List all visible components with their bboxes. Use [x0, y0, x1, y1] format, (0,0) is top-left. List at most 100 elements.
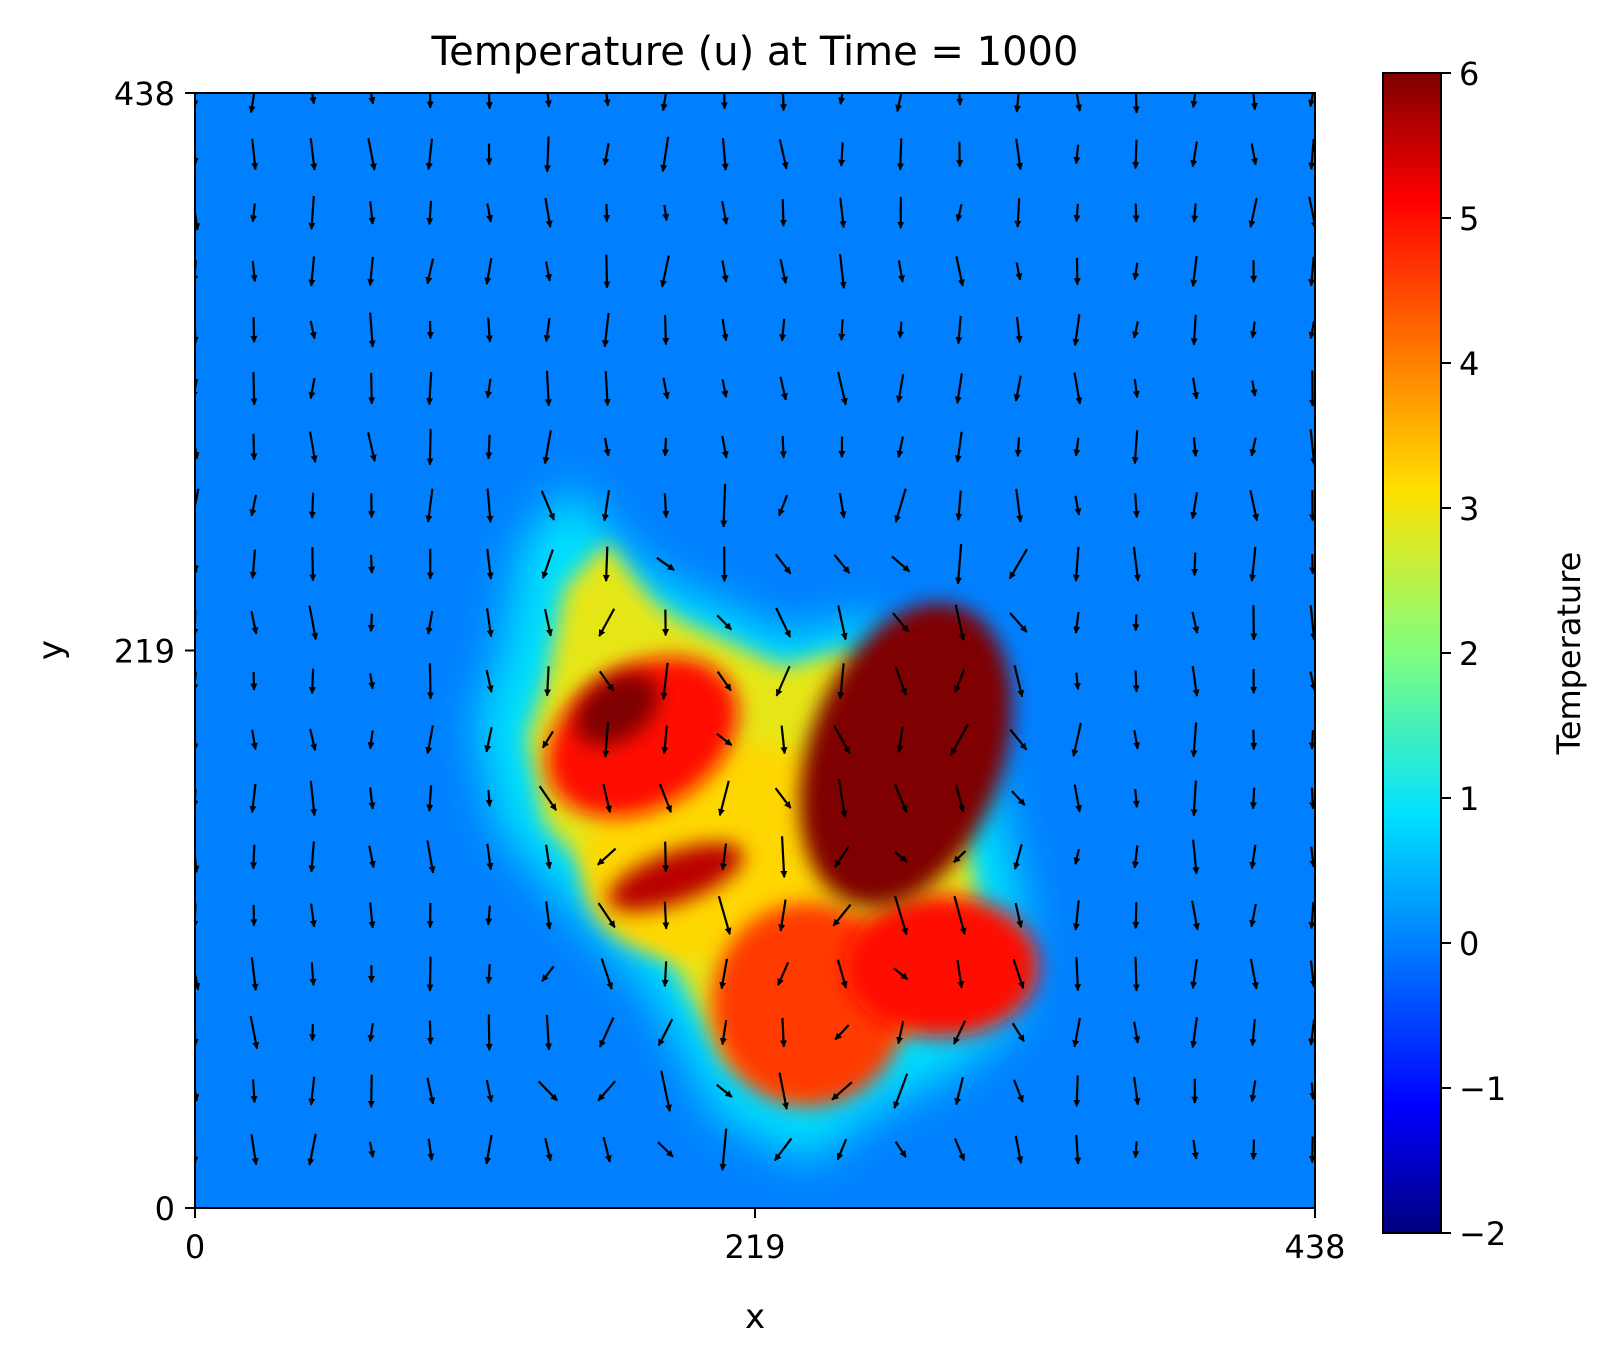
velocity-arrow — [309, 962, 317, 986]
velocity-arrow — [894, 666, 907, 696]
velocity-arrow — [1075, 93, 1083, 112]
velocity-arrow — [1249, 1080, 1257, 1103]
velocity-arrow — [367, 138, 377, 171]
velocity-arrow — [195, 440, 200, 460]
velocity-arrow — [368, 372, 376, 405]
velocity-arrow — [368, 201, 376, 225]
x-tick-label: 219 — [724, 1228, 785, 1266]
velocity-arrow — [1073, 203, 1081, 223]
velocity-arrow — [248, 93, 256, 114]
velocity-arrow — [250, 317, 258, 343]
velocity-arrow — [1131, 430, 1139, 465]
velocity-arrow — [1132, 546, 1141, 582]
velocity-arrow — [1013, 93, 1021, 113]
velocity-arrow — [721, 200, 729, 225]
velocity-arrow — [1132, 139, 1140, 170]
velocity-arrow — [1192, 377, 1199, 400]
velocity-arrow — [195, 1084, 200, 1102]
velocity-arrow — [367, 256, 375, 287]
velocity-arrow — [1072, 1017, 1081, 1048]
velocity-arrow — [250, 957, 259, 991]
velocity-arrow — [662, 841, 670, 873]
velocity-arrow — [368, 554, 376, 574]
velocity-arrow — [597, 847, 617, 866]
velocity-arrow — [601, 489, 611, 522]
velocity-arrow — [1190, 256, 1198, 287]
velocity-arrow — [309, 903, 317, 928]
velocity-arrow — [719, 958, 729, 990]
velocity-arrow — [1015, 138, 1024, 171]
velocity-arrow — [485, 93, 493, 110]
colorbar-tick-label: 0 — [1459, 925, 1479, 963]
velocity-arrow — [773, 1137, 793, 1162]
velocity-arrow — [484, 727, 493, 753]
velocity-arrow — [543, 136, 551, 173]
velocity-arrow — [602, 143, 610, 166]
velocity-arrow — [308, 431, 318, 463]
velocity-arrow — [656, 556, 675, 571]
velocity-arrow — [895, 374, 905, 403]
velocity-arrow — [838, 253, 847, 290]
velocity-arrow — [309, 780, 318, 817]
x-tick-label: 438 — [1284, 1228, 1345, 1266]
velocity-arrow — [1132, 203, 1140, 223]
colorbar — [1382, 72, 1442, 1234]
velocity-arrow — [1073, 611, 1081, 634]
velocity-arrow — [485, 608, 494, 638]
velocity-arrow — [660, 1070, 672, 1112]
velocity-arrow — [308, 605, 319, 641]
velocity-arrow — [367, 730, 375, 750]
velocity-arrow — [1073, 1075, 1081, 1108]
velocity-arrow — [1250, 93, 1258, 111]
y-axis-label: y — [31, 640, 71, 660]
velocity-arrow — [716, 1083, 733, 1098]
velocity-arrow — [250, 1134, 259, 1166]
velocity-arrow — [541, 549, 554, 579]
velocity-arrow — [250, 203, 258, 223]
velocity-arrow — [368, 673, 376, 690]
velocity-arrow — [544, 93, 552, 108]
velocity-arrow — [1132, 378, 1140, 399]
velocity-arrow — [1131, 845, 1139, 869]
velocity-arrow — [1011, 1022, 1025, 1043]
velocity-arrow — [1249, 1019, 1257, 1047]
velocity-arrow — [954, 604, 966, 641]
velocity-arrow — [1132, 493, 1140, 519]
velocity-arrow — [1073, 784, 1083, 813]
velocity-arrow — [250, 371, 258, 406]
velocity-arrow — [1014, 437, 1022, 457]
velocity-arrow — [953, 895, 967, 936]
velocity-arrow — [1248, 197, 1258, 228]
velocity-arrow — [954, 431, 963, 463]
velocity-arrow — [777, 961, 790, 986]
velocity-arrow — [249, 494, 258, 517]
velocity-arrow — [1250, 380, 1258, 397]
hot-region — [607, 842, 744, 912]
velocity-arrow — [1009, 728, 1028, 751]
colorbar-tick-label: −2 — [1459, 1215, 1506, 1253]
velocity-arrow — [195, 378, 199, 399]
velocity-arrow — [308, 668, 316, 695]
velocity-arrow — [955, 203, 963, 222]
velocity-arrow — [660, 136, 670, 173]
velocity-arrow — [1308, 901, 1315, 930]
velocity-arrow — [1309, 960, 1315, 988]
velocity-arrow — [662, 901, 670, 930]
velocity-arrow — [895, 93, 903, 112]
plot-area — [195, 93, 1315, 1208]
velocity-arrow — [955, 256, 965, 287]
velocity-arrow — [1191, 611, 1200, 634]
velocity-arrow — [544, 261, 552, 282]
velocity-arrow — [950, 723, 970, 756]
velocity-arrow — [892, 612, 910, 633]
velocity-arrow — [250, 610, 259, 635]
velocity-arrow — [1308, 1136, 1315, 1164]
velocity-arrow — [953, 1138, 966, 1162]
velocity-arrow — [954, 543, 963, 585]
velocity-arrow — [308, 1076, 316, 1106]
velocity-arrow — [485, 789, 493, 807]
velocity-arrow — [426, 1020, 434, 1045]
velocity-arrow — [537, 1080, 558, 1102]
velocity-arrow — [774, 553, 792, 575]
velocity-arrow — [1072, 900, 1080, 931]
